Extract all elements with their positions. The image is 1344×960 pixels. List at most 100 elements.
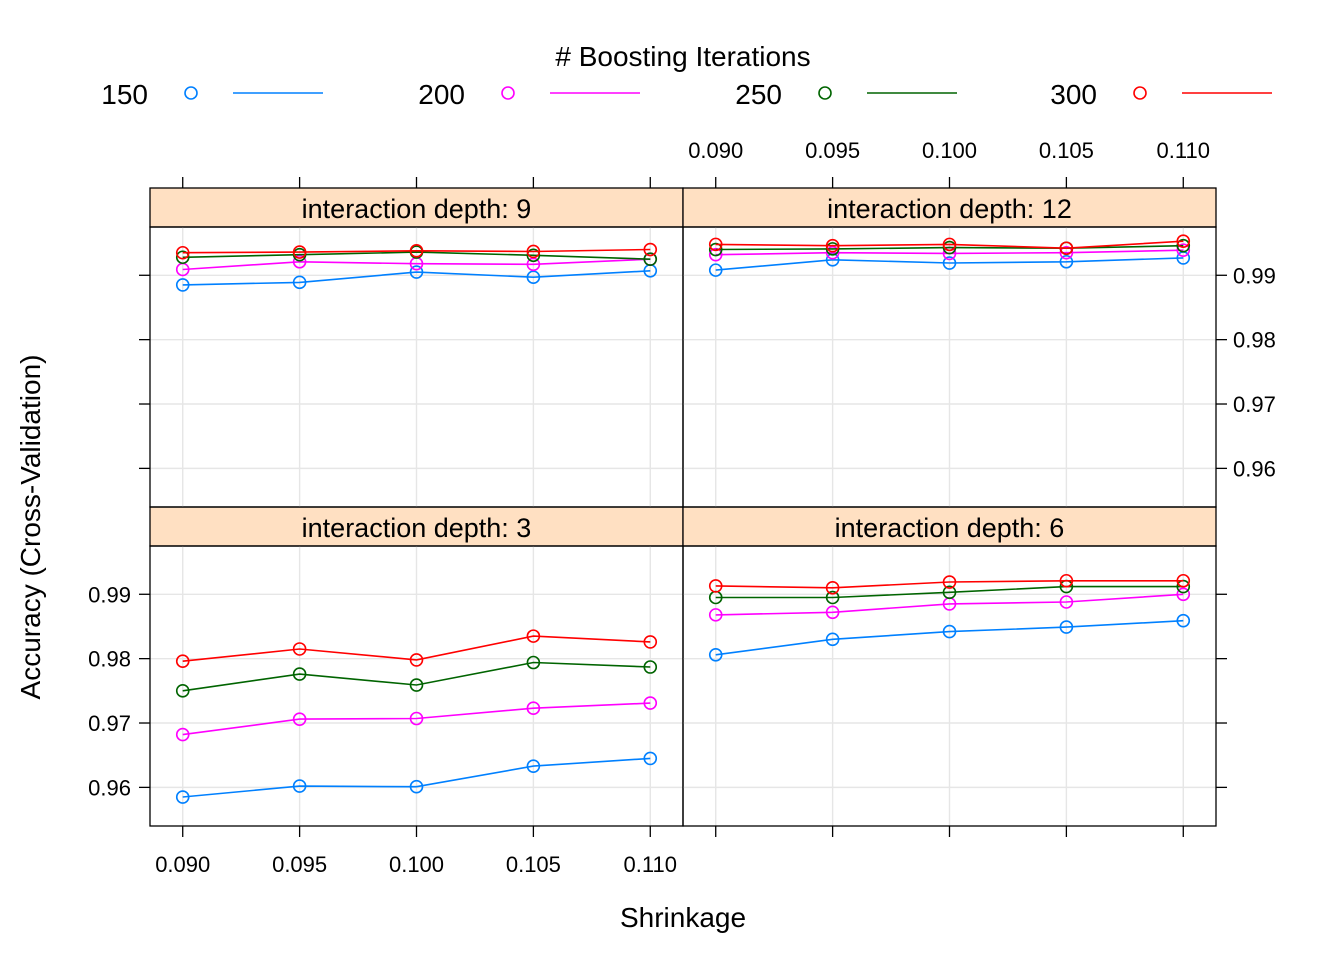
data-point	[409, 653, 424, 667]
series-line	[182, 270, 651, 286]
data-point	[1059, 620, 1074, 634]
legend-point-marker	[184, 86, 198, 100]
data-point	[1059, 245, 1074, 260]
series-line	[715, 593, 1184, 616]
data-point	[942, 624, 957, 639]
data-point	[825, 242, 840, 256]
y-tick-label: 0.97	[88, 711, 131, 736]
x-tick-label: 0.105	[1039, 138, 1094, 163]
series-line	[182, 248, 651, 254]
y-axis-label: Accuracy (Cross-Validation)	[15, 355, 46, 700]
data-point	[1059, 573, 1074, 588]
legend-entry-250: 250	[735, 79, 957, 110]
data-point	[292, 245, 307, 259]
legend-entry-300: 300	[1050, 79, 1272, 110]
data-point	[409, 244, 424, 258]
data-point	[526, 248, 541, 263]
data-point	[409, 678, 424, 692]
panel-2: interaction depth: 6	[682, 506, 1217, 827]
legend-entry-200: 200	[418, 79, 640, 110]
legend-entry-150: 150	[101, 79, 323, 110]
panel-4: interaction depth: 12	[682, 187, 1217, 508]
series-300	[175, 242, 658, 260]
data-point	[942, 256, 957, 270]
data-point	[292, 779, 307, 793]
data-point	[1176, 243, 1191, 257]
x-tick-label: 0.110	[1157, 138, 1210, 163]
data-point	[292, 712, 307, 726]
data-point	[825, 632, 840, 647]
data-point	[825, 605, 840, 620]
data-point	[526, 270, 541, 285]
data-point	[526, 701, 541, 716]
data-point	[175, 654, 190, 669]
x-tick-label: 0.090	[688, 138, 743, 163]
data-point	[708, 247, 723, 262]
panel-1: interaction depth: 3	[149, 506, 684, 827]
panels: interaction depth: 3 interaction depth: 6…	[149, 187, 1217, 827]
data-point	[643, 242, 658, 257]
data-point	[1176, 573, 1191, 588]
legend-entry-label: 200	[418, 79, 465, 110]
legend-title: # Boosting Iterations	[555, 41, 810, 72]
data-point	[292, 642, 307, 656]
x-tick-label: 0.110	[624, 852, 677, 877]
data-point	[708, 608, 723, 622]
legend-entry-label: 150	[101, 79, 148, 110]
y-tick-label: 0.96	[88, 775, 131, 800]
data-point	[825, 245, 840, 260]
data-point	[175, 250, 190, 265]
data-point	[175, 684, 190, 698]
data-point	[292, 667, 307, 681]
strip-background	[149, 506, 684, 547]
data-point	[175, 278, 190, 292]
data-point	[708, 237, 723, 252]
data-point	[942, 240, 957, 255]
data-point	[175, 245, 190, 260]
y-tick-label: 0.96	[1233, 456, 1276, 481]
strip-title: interaction depth: 12	[827, 194, 1072, 224]
legend-point-marker	[818, 86, 832, 100]
series-line	[182, 702, 651, 736]
data-point	[292, 254, 307, 269]
series-line	[182, 635, 651, 662]
x-tick-label: 0.100	[389, 852, 444, 877]
data-point	[643, 696, 658, 710]
data-point	[175, 790, 190, 804]
data-point	[643, 635, 658, 649]
data-point	[825, 590, 840, 605]
data-point	[175, 727, 190, 742]
data-point	[825, 581, 840, 595]
series-line	[182, 251, 651, 260]
series-150	[708, 613, 1191, 662]
strip-title: interaction depth: 6	[835, 513, 1065, 543]
data-point	[409, 265, 424, 279]
legend-point-marker	[501, 86, 515, 100]
data-point	[292, 275, 307, 290]
axes: 0.090 0.095 0.100 0.105 0.110 0.090 0.095 0.100…	[88, 138, 1276, 877]
series-300	[708, 234, 1191, 256]
strip-title: interaction depth: 3	[302, 513, 532, 543]
data-point	[1059, 241, 1074, 256]
panel-border	[682, 226, 1217, 508]
data-point	[708, 242, 723, 257]
series-150	[708, 251, 1191, 277]
legend-entry-label: 250	[735, 79, 782, 110]
legend: # Boosting Iterations 150 200 250 300	[101, 41, 1272, 110]
data-point	[1176, 587, 1191, 602]
series-line	[182, 258, 651, 271]
series-200	[175, 696, 658, 742]
data-point	[942, 575, 957, 589]
data-point	[526, 655, 541, 670]
x-tick-label: 0.100	[922, 138, 977, 163]
data-point	[526, 759, 541, 773]
data-point	[643, 751, 658, 766]
data-point	[708, 263, 723, 277]
x-tick-label: 0.095	[272, 852, 327, 877]
series-200	[708, 587, 1191, 622]
legend-entry-label: 300	[1050, 79, 1097, 110]
series-line	[715, 240, 1184, 250]
series-line	[715, 579, 1184, 589]
series-line	[715, 244, 1184, 251]
